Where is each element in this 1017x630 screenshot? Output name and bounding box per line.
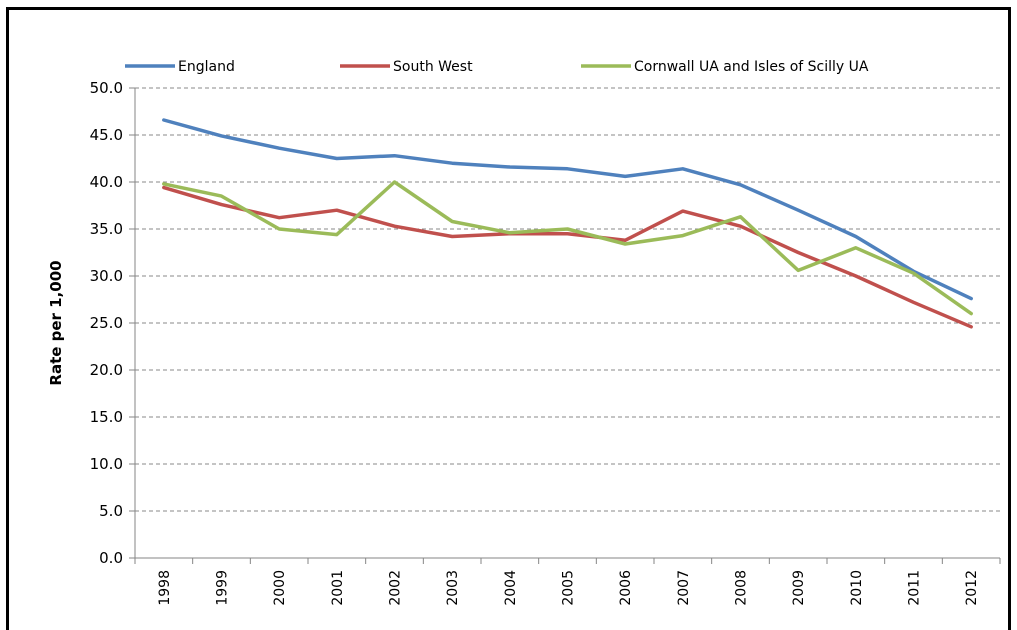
x-tick-label: 1999 xyxy=(215,570,231,606)
legend-label-cornwall-ua-and-isles-of-scilly-ua: Cornwall UA and Isles of Scilly UA xyxy=(634,59,869,75)
series-line-england xyxy=(162,118,973,301)
legend-label-south-west: South West xyxy=(393,59,473,75)
x-tick-label: 2010 xyxy=(849,570,865,606)
y-tick-label: 30.0 xyxy=(90,267,123,285)
y-tick-label: 20.0 xyxy=(90,361,123,379)
y-axis-label: Rate per 1,000 xyxy=(47,260,65,385)
series-lines xyxy=(162,118,973,329)
y-tick-label: 35.0 xyxy=(90,220,123,238)
x-tick-label: 2007 xyxy=(676,570,692,606)
x-tick-label: 2011 xyxy=(907,570,923,606)
x-tick-label: 2005 xyxy=(561,570,577,606)
y-tick-label: 50.0 xyxy=(90,79,123,97)
chart-frame xyxy=(6,7,1011,630)
x-tick-label: 2000 xyxy=(272,570,288,606)
x-tick-label: 2012 xyxy=(964,570,980,606)
x-tick-label: 2009 xyxy=(791,570,807,606)
x-tick-label: 2001 xyxy=(330,570,346,606)
y-tick-label: 45.0 xyxy=(90,126,123,144)
y-tick-label: 5.0 xyxy=(99,502,123,520)
y-tick-label: 0.0 xyxy=(99,549,123,567)
x-tick-label: 2006 xyxy=(618,570,634,606)
x-tick-label: 2004 xyxy=(503,570,519,606)
x-tick-labels: 1998 1999 2000 2001 2002 2003 2004 2005 2006 2007… xyxy=(134,558,1001,606)
x-tick-label: 2002 xyxy=(388,570,404,606)
legend-label-england: England xyxy=(178,59,235,75)
series-line-cornwall-ua-and-isles-of-scilly-ua xyxy=(162,180,973,316)
x-tick-label: 2003 xyxy=(445,570,461,606)
series-line-south-west xyxy=(162,185,973,329)
y-tick-label: 40.0 xyxy=(90,173,123,191)
y-tick-labels: 0.0 5.0 10.0 15.0 20.0 25.0 30.0 35.0 40.0 45.0 50… xyxy=(90,79,135,567)
y-tick-label: 25.0 xyxy=(90,314,123,332)
y-tick-label: 15.0 xyxy=(90,408,123,426)
x-tick-label: 1998 xyxy=(157,570,173,606)
gridlines xyxy=(135,87,1000,512)
x-tick-label: 2008 xyxy=(734,570,750,606)
y-tick-label: 10.0 xyxy=(90,455,123,473)
legend: England South West Cornwall UA and Isles o… xyxy=(125,59,869,75)
